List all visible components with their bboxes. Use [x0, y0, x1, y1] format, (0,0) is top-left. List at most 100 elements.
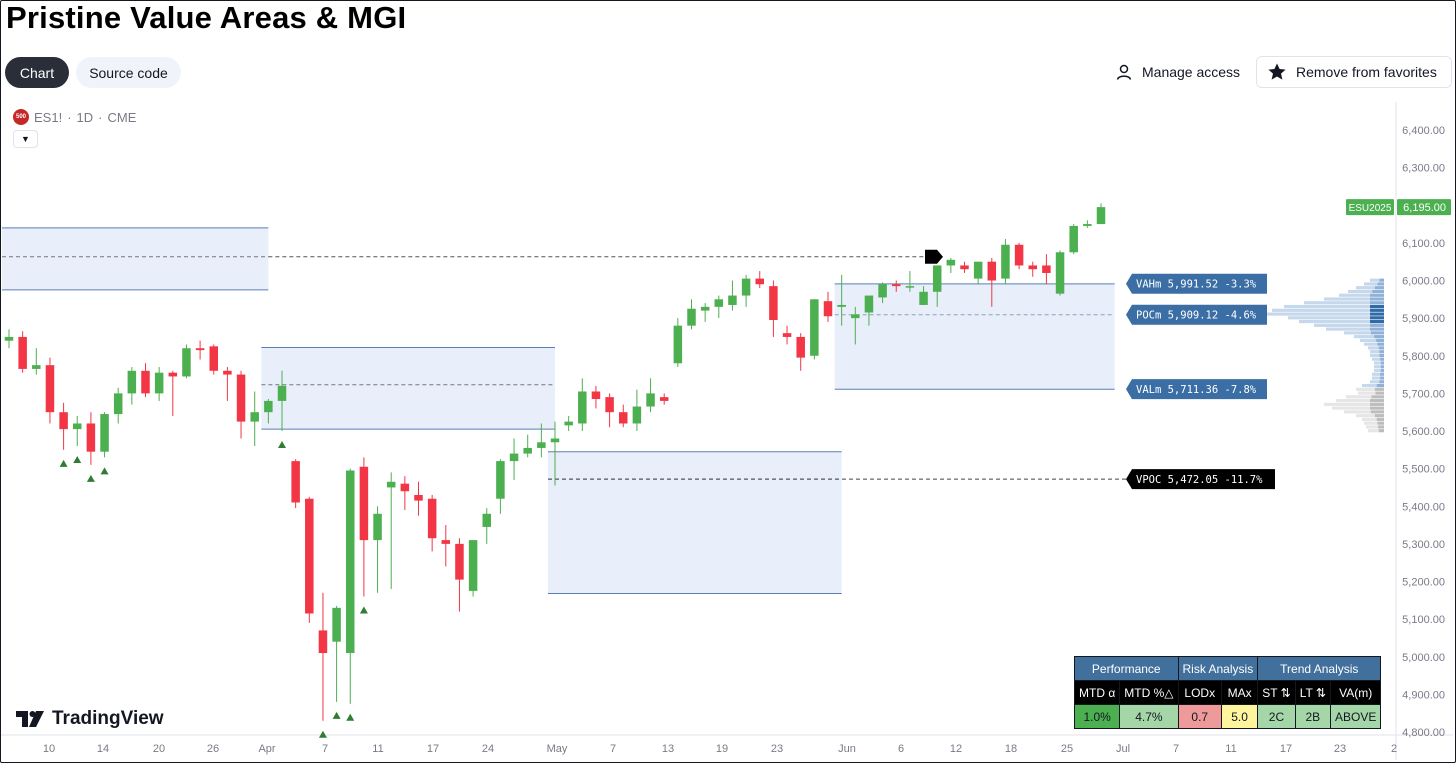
manage-access-button[interactable]: Manage access — [1115, 56, 1240, 88]
candle-down — [605, 397, 614, 413]
volume-profile-bar-core — [1380, 372, 1384, 376]
volume-profile-bar-core — [1380, 365, 1384, 369]
candle-down — [18, 336, 27, 369]
time-tick-label: 7 — [1173, 743, 1179, 755]
remove-favorites-button[interactable]: Remove from favorites — [1256, 56, 1452, 88]
time-tick-label: 18 — [1005, 743, 1017, 755]
candle-up — [182, 348, 191, 377]
level-tag — [1126, 469, 1275, 490]
candle-down — [168, 372, 178, 377]
buy-marker-icon — [332, 711, 341, 719]
time-tick-label: 23 — [1334, 743, 1346, 755]
volume-profile-bar — [1372, 376, 1381, 380]
candle-down — [987, 261, 997, 281]
volume-profile-bar — [1370, 353, 1380, 358]
candle-down — [960, 265, 969, 270]
time-tick-label: 19 — [716, 743, 728, 755]
candle-up — [550, 438, 560, 443]
volume-profile-bar-core — [1380, 357, 1384, 361]
tab-source-code[interactable]: Source code — [76, 57, 181, 88]
tradingview-logo[interactable]: TradingView — [16, 708, 164, 730]
legend-collapse-button[interactable]: ▼ — [13, 130, 38, 148]
volume-profile-bar — [1284, 304, 1370, 309]
volume-profile-bar — [1360, 338, 1377, 342]
volume-profile-bar-core — [1374, 414, 1384, 418]
volume-profile-bar — [1288, 316, 1370, 320]
volume-profile-bar — [1344, 410, 1371, 414]
candle-down — [141, 370, 150, 394]
volume-profile-bar-core — [1370, 327, 1384, 331]
tradingview-logo-icon — [16, 711, 44, 727]
volume-profile-bar — [1266, 312, 1370, 316]
candle-up — [250, 412, 259, 422]
volume-profile-bar — [1370, 380, 1380, 384]
candle-down — [782, 333, 792, 337]
volume-profile-bar — [1366, 425, 1379, 429]
candle-up — [346, 470, 355, 653]
volume-profile-bar-core — [1370, 331, 1384, 335]
candle-down — [796, 336, 805, 358]
volume-profile-bar — [1370, 350, 1380, 354]
candle-up — [632, 406, 642, 424]
page-title: Pristine Value Areas & MGI — [6, 0, 407, 35]
star-icon — [1268, 63, 1286, 80]
volume-profile-bar-core — [1374, 286, 1384, 290]
volume-profile-bar — [1368, 429, 1379, 433]
candle-down — [305, 498, 314, 614]
candle-up — [646, 393, 655, 407]
candle-up — [127, 370, 137, 394]
candle-up — [1055, 252, 1065, 294]
candle-down — [1014, 244, 1024, 266]
last-price-symbol-tag — [1346, 199, 1394, 216]
volume-profile-bar-core — [1379, 353, 1384, 358]
candle-down — [1042, 265, 1051, 273]
price-tick-label: 6,400.00 — [1402, 125, 1445, 137]
volume-profile-bar-core — [1377, 282, 1384, 286]
last-price-value: 6,195.00 — [1403, 202, 1446, 214]
volume-profile-bar-core — [1378, 346, 1384, 350]
price-tick-label: 4,800.00 — [1402, 727, 1445, 739]
tab-chart[interactable]: Chart — [5, 57, 69, 88]
volume-profile-bar-core — [1377, 421, 1384, 425]
volume-profile-bar — [1304, 301, 1370, 305]
volume-profile-bar-core — [1370, 308, 1384, 312]
candle-up — [714, 299, 724, 307]
header-mtd-pct: MTD %△ — [1119, 680, 1179, 705]
candle-down — [318, 630, 328, 653]
price-tick-label: 5,600.00 — [1402, 426, 1445, 438]
time-tick-label: Apr — [258, 743, 275, 755]
volume-profile-bar-core — [1370, 399, 1384, 403]
volume-profile-bar-core — [1380, 361, 1384, 365]
volume-profile-bar-core — [1372, 289, 1384, 294]
price-tick-label: 5,800.00 — [1402, 351, 1445, 363]
candle-down — [441, 540, 451, 544]
header-va: VA(m) — [1329, 680, 1382, 705]
price-tick-label: 5,000.00 — [1402, 652, 1445, 664]
group-performance: Performance — [1074, 656, 1179, 681]
candle-up — [578, 391, 587, 424]
user-icon — [1116, 64, 1132, 80]
volume-profile-bar — [1372, 357, 1381, 361]
volume-profile-bar — [1354, 335, 1375, 339]
time-tick-label: 24 — [482, 743, 494, 755]
level-tag-label: VPOC 5,472.05 -11.7% — [1136, 474, 1263, 486]
volume-profile-bar — [1314, 323, 1370, 327]
volume-profile-bar — [1326, 327, 1370, 331]
volume-profile-bar-core — [1370, 320, 1384, 324]
volume-profile-bar — [1374, 361, 1381, 365]
chevron-down-icon: ▼ — [21, 134, 30, 144]
candle-up — [851, 314, 860, 319]
candle-up — [537, 442, 546, 448]
candle-up — [277, 385, 287, 401]
volume-profile-bar — [1364, 282, 1378, 286]
candle-up — [905, 286, 915, 288]
price-chart[interactable]: 6,400.006,300.006,200.006,100.006,000.00… — [1, 102, 1453, 760]
price-tick-label: 6,000.00 — [1402, 276, 1445, 288]
time-tick-label: 11 — [1225, 743, 1236, 755]
candle-up — [482, 513, 491, 527]
price-tick-label: 5,400.00 — [1402, 501, 1445, 513]
chart-pane[interactable]: 6,400.006,300.006,200.006,100.006,000.00… — [1, 102, 1453, 760]
volume-profile-bar — [1368, 346, 1379, 350]
candle-up — [113, 393, 123, 415]
volume-profile-bar — [1364, 421, 1378, 425]
